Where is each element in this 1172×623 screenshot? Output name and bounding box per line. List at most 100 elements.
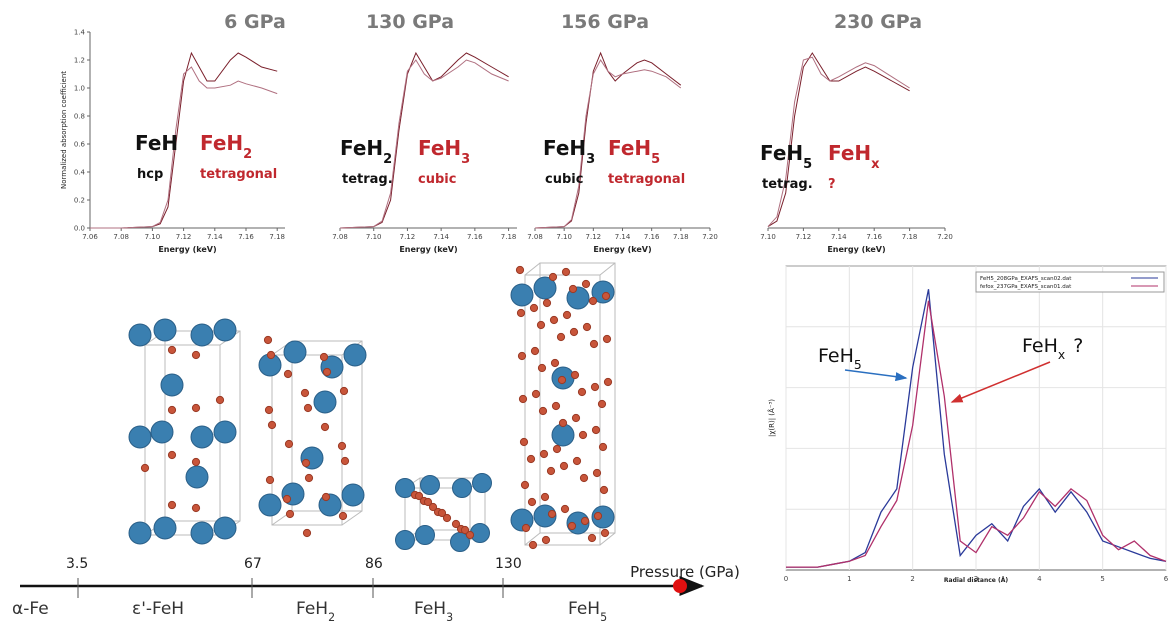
x-axis-label: Energy (keV) (399, 245, 457, 254)
h-atom (516, 266, 523, 273)
formula-base: FeH (543, 136, 586, 160)
h-atom (302, 459, 309, 466)
y-tick-label: 1.2 (74, 57, 85, 65)
formula-sub: x (871, 157, 880, 172)
formula: FeH2 (340, 136, 392, 167)
h-atom (527, 455, 534, 462)
figure: 7.067.087.107.127.147.167.180.00.20.40.6… (0, 0, 1172, 623)
h-atom (168, 406, 175, 413)
h-atom (547, 467, 554, 474)
pressure-tick-label: 130 (495, 556, 522, 572)
x-axis-label: Energy (keV) (158, 245, 216, 254)
h-atom (541, 493, 548, 500)
h-atom (168, 451, 175, 458)
h-atom (284, 370, 291, 377)
fe-atom (342, 484, 364, 506)
h-atom (141, 464, 148, 471)
formula: FeH3 (543, 136, 595, 167)
x-tick-label: 7.16 (644, 233, 660, 241)
x-tick-label: 7.14 (615, 233, 631, 241)
h-atom (461, 526, 468, 533)
h-atom (591, 383, 598, 390)
pressure-tick-label: 3.5 (66, 556, 88, 572)
formula: FeH2 (200, 131, 252, 162)
pressure-axis-label: Pressure (GPa) (630, 563, 740, 581)
panel-title: 130 GPa (366, 11, 454, 33)
fe-atom (161, 374, 183, 396)
h-atom (192, 351, 199, 358)
formula-tail: ? (1073, 335, 1083, 357)
formula-base: FeH (414, 599, 446, 619)
h-atom (303, 529, 310, 536)
h-atom (530, 304, 537, 311)
h-atom (531, 347, 538, 354)
formula-base: FeH (1022, 335, 1058, 357)
phase-note: tetragonal (608, 172, 685, 187)
fe-atom (129, 324, 151, 346)
h-atom (581, 517, 588, 524)
formula-base: FeH (828, 141, 871, 165)
h-atom (438, 509, 445, 516)
x-tick-label: 7.18 (501, 233, 517, 241)
cell-edge (525, 263, 540, 275)
h-atom (563, 311, 570, 318)
h-atom (593, 469, 600, 476)
h-atom (305, 474, 312, 481)
formula-base: FeH (608, 136, 651, 160)
y-tick-label: 0.6 (74, 141, 86, 149)
formula-sub: 5 (651, 152, 660, 167)
formula-base: FeH (760, 141, 803, 165)
fe-atom (259, 494, 281, 516)
h-atom (568, 522, 575, 529)
h-atom (594, 512, 601, 519)
h-atom (553, 445, 560, 452)
fe-atom (151, 421, 173, 443)
h-atom (528, 498, 535, 505)
x-tick-label: 7.18 (902, 233, 918, 241)
h-atom (168, 346, 175, 353)
formula-sub: 2 (383, 152, 392, 167)
h-atom (571, 371, 578, 378)
h-atom (598, 400, 605, 407)
x-tick-label: 5 (1100, 575, 1104, 583)
fe-atom (552, 424, 574, 446)
phase-note: ? (828, 177, 836, 192)
phase-note: tetrag. (342, 172, 393, 187)
h-atom (601, 529, 608, 536)
x-tick-label: 6 (1164, 575, 1169, 583)
formula: FeH5 (818, 345, 862, 372)
h-atom (518, 352, 525, 359)
formula: FeH2 (296, 599, 335, 623)
h-atom (560, 462, 567, 469)
x-tick-label: 7.08 (527, 233, 543, 241)
h-atom (266, 476, 273, 483)
fe-atom (191, 324, 213, 346)
formula: FeH5 (608, 136, 660, 167)
h-atom (192, 404, 199, 411)
phase-note: tetragonal (200, 167, 277, 182)
fe-atom (453, 479, 472, 498)
h-atom (321, 423, 328, 430)
h-atom (285, 440, 292, 447)
fe-atom (421, 476, 440, 495)
phase-note: cubic (545, 172, 583, 187)
panel-title: 156 GPa (561, 11, 649, 33)
h-atom (301, 389, 308, 396)
pressure-tick-label: 67 (244, 556, 262, 572)
formula-sub: 3 (586, 152, 595, 167)
h-atom (558, 376, 565, 383)
h-atom (264, 336, 271, 343)
h-atom (519, 395, 526, 402)
x-tick-label: 7.06 (82, 233, 98, 241)
h-atom (570, 328, 577, 335)
h-atom (268, 421, 275, 428)
y-tick-label: 0.0 (74, 225, 85, 233)
h-atom (602, 292, 609, 299)
h-atom (550, 316, 557, 323)
h-atom (551, 359, 558, 366)
h-atom (532, 390, 539, 397)
legend-label: FeH5_208GPa_EXAFS_scan02.dat (980, 276, 1072, 282)
x-tick-label: 7.18 (673, 233, 689, 241)
h-atom (424, 498, 431, 505)
data-line (90, 53, 277, 228)
